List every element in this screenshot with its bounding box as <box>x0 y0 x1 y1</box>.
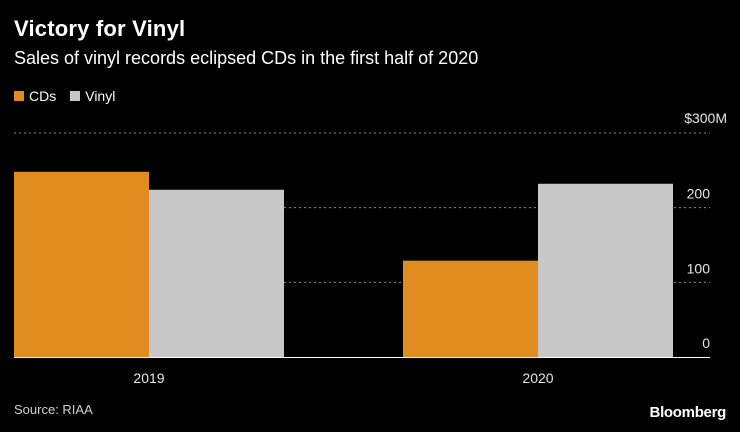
x-tick-label-2019: 2019 <box>133 370 164 386</box>
legend-label-cds: CDs <box>29 88 57 104</box>
y-tick-label-300: $300M <box>684 110 727 126</box>
x-tick-label-2020: 2020 <box>522 370 553 386</box>
chart-subtitle: Sales of vinyl records eclipsed CDs in t… <box>14 48 479 68</box>
chart-legend: CDs Vinyl <box>14 88 129 104</box>
y-tick-label-100: 100 <box>687 260 711 276</box>
source-note: Source: RIAA <box>14 402 93 417</box>
legend-label-vinyl: Vinyl <box>85 88 116 104</box>
bar-vinyl-2019 <box>149 189 284 357</box>
bar-cds-2020 <box>403 260 538 357</box>
legend-swatch-vinyl <box>70 91 81 101</box>
y-tick-label-0: 0 <box>702 335 710 351</box>
chart-title: Victory for Vinyl <box>14 16 186 41</box>
legend-item-vinyl: Vinyl <box>70 88 115 104</box>
legend-swatch-cds <box>14 91 24 101</box>
y-tick-label-200: 200 <box>687 186 711 202</box>
bar-cds-2019 <box>14 171 149 357</box>
bloomberg-logo: Bloomberg <box>649 404 727 421</box>
legend-item-cds: CDs <box>14 88 56 104</box>
bar-vinyl-2020 <box>538 183 673 357</box>
